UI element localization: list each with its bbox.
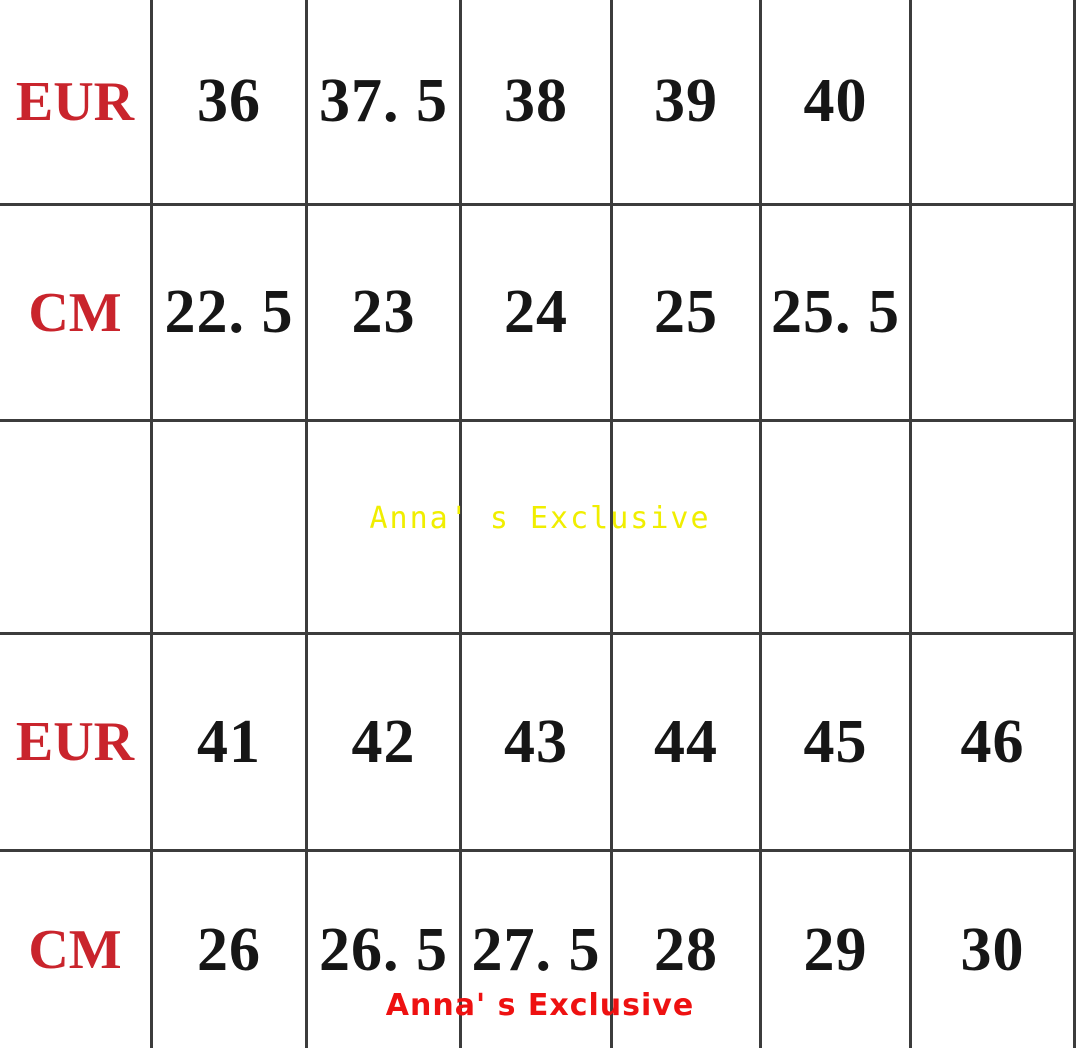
row-header: CM bbox=[0, 206, 153, 422]
size-cell-empty bbox=[912, 0, 1073, 206]
size-cell: 36 bbox=[153, 0, 308, 206]
size-cell: 43 bbox=[462, 635, 613, 852]
size-cell: 40 bbox=[762, 0, 912, 206]
size-cell: 22. 5 bbox=[153, 206, 308, 422]
size-cell: 37. 5 bbox=[308, 0, 462, 206]
empty-cell bbox=[153, 422, 308, 635]
empty-cell bbox=[462, 422, 613, 635]
size-cell-empty bbox=[912, 206, 1073, 422]
empty-cell bbox=[308, 422, 462, 635]
size-cell: 38 bbox=[462, 0, 613, 206]
row-header: EUR bbox=[0, 0, 153, 206]
row-header: EUR bbox=[0, 635, 153, 852]
size-cell: 41 bbox=[153, 635, 308, 852]
size-cell: 27. 5 bbox=[462, 852, 613, 1048]
empty-cell bbox=[912, 422, 1073, 635]
size-cell: 46 bbox=[912, 635, 1073, 852]
size-cell: 45 bbox=[762, 635, 912, 852]
size-cell: 26 bbox=[153, 852, 308, 1048]
row-header: CM bbox=[0, 852, 153, 1048]
size-cell: 25 bbox=[613, 206, 762, 422]
size-cell: 24 bbox=[462, 206, 613, 422]
size-cell: 23 bbox=[308, 206, 462, 422]
size-cell: 26. 5 bbox=[308, 852, 462, 1048]
size-cell: 39 bbox=[613, 0, 762, 206]
size-cell: 25. 5 bbox=[762, 206, 912, 422]
empty-cell bbox=[762, 422, 912, 635]
size-cell: 44 bbox=[613, 635, 762, 852]
size-cell: 28 bbox=[613, 852, 762, 1048]
size-cell: 29 bbox=[762, 852, 912, 1048]
size-cell: 42 bbox=[308, 635, 462, 852]
size-cell: 30 bbox=[960, 915, 1025, 984]
empty-cell bbox=[613, 422, 762, 635]
empty-cell bbox=[0, 422, 153, 635]
